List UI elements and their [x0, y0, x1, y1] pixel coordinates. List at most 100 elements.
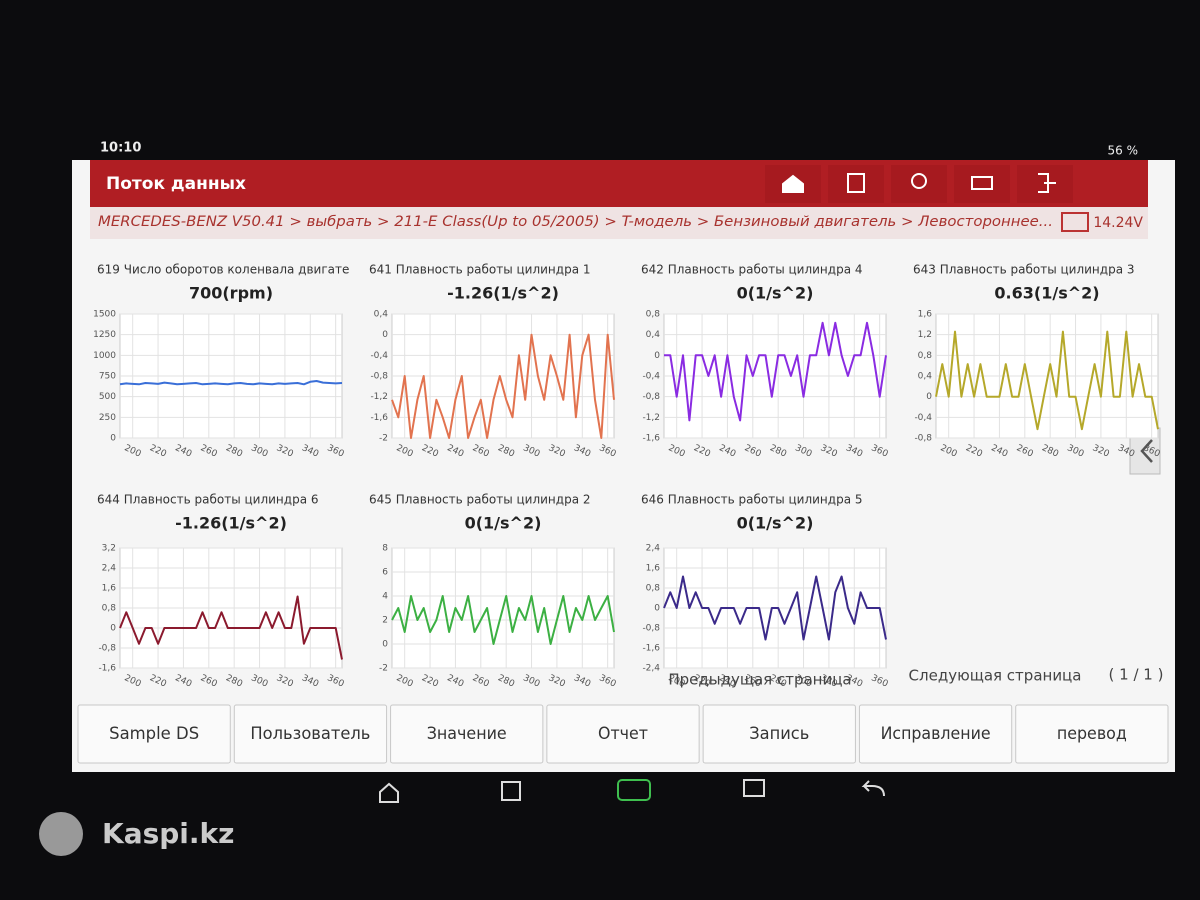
y-tick-label: -2,4 — [642, 664, 660, 674]
nav-recent[interactable] — [501, 781, 521, 801]
chart-title: 646 Плавность работы цилиндра 5 — [641, 493, 863, 507]
data-line — [935, 330, 1159, 431]
y-tick-label: 2,4 — [102, 564, 117, 574]
battery-icon — [1061, 212, 1089, 232]
nav-vci[interactable] — [617, 779, 651, 801]
chart-value: 700(rpm) — [189, 284, 273, 303]
data-line — [391, 333, 615, 439]
page-indicator: ( 1 / 1 ) — [1109, 666, 1164, 684]
y-tick-label: -0,8 — [98, 644, 116, 654]
toolbar-button-label: Отчет — [598, 724, 648, 744]
y-tick-label: -0,4 — [914, 413, 932, 423]
status-battery: 56 % — [1108, 144, 1139, 158]
breadcrumb: MERCEDES-BENZ V50.41 > выбрать > 211-E C… — [98, 214, 1053, 230]
y-tick-label: 0,8 — [646, 584, 661, 594]
home-icon — [782, 174, 804, 193]
nav-home[interactable] — [379, 782, 399, 803]
y-tick-label: 1,6 — [918, 310, 933, 320]
y-tick-label: -0,8 — [642, 392, 660, 402]
y-tick-label: 0 — [110, 434, 116, 444]
next-page[interactable]: Следующая страница — [909, 667, 1082, 685]
data-line — [391, 595, 615, 645]
app-area — [72, 160, 1175, 772]
chart-title: 644 Плавность работы цилиндра 6 — [97, 493, 319, 507]
y-tick-label: -2 — [379, 664, 388, 674]
exit-icon — [1038, 173, 1056, 193]
header-title: Поток данных — [106, 174, 246, 194]
y-tick-label: 2 — [382, 616, 388, 626]
toolbar-button-label: Пользователь — [250, 724, 370, 744]
chart-title: 645 Плавность работы цилиндра 2 — [369, 493, 591, 507]
toolbar-button[interactable] — [390, 704, 544, 764]
y-tick-label: 1000 — [93, 351, 116, 361]
chart-title: 619 Число оборотов коленвала двигате — [97, 263, 349, 277]
status-time: 10:10 — [100, 141, 141, 156]
chart-value: 0.63(1/s^2) — [994, 284, 1099, 303]
chart-value: -1.26(1/s^2) — [447, 284, 559, 303]
toolbar-button[interactable] — [546, 704, 700, 764]
side-arrow — [1140, 439, 1153, 463]
edit-icon — [847, 173, 865, 193]
y-tick-label: 0,4 — [374, 310, 389, 320]
y-tick-label: -0,8 — [642, 624, 660, 634]
breadcrumb-bar — [90, 207, 1148, 239]
toolbar-button[interactable] — [858, 704, 1013, 764]
toolbar-button-label: перевод — [1057, 724, 1127, 744]
y-tick-label: 0 — [110, 624, 116, 634]
y-tick-label: -1,2 — [370, 392, 388, 402]
chart-value: 0(1/s^2) — [737, 284, 814, 303]
y-tick-label: 0 — [382, 330, 388, 340]
header-icons — [765, 165, 1073, 203]
y-tick-label: 0 — [654, 351, 660, 361]
y-tick-label: -0,8 — [370, 372, 388, 382]
y-tick-label: 0 — [654, 604, 660, 614]
data-line — [119, 595, 343, 660]
y-tick-label: 1,6 — [102, 584, 117, 594]
toolbar-button[interactable] — [233, 704, 388, 764]
toolbar-button[interactable] — [702, 704, 856, 764]
toolbar-button[interactable] — [77, 704, 231, 764]
chart-value: -1.26(1/s^2) — [175, 514, 287, 533]
y-tick-label: 0,8 — [646, 310, 661, 320]
print-button[interactable] — [954, 165, 1010, 203]
edit-button[interactable] — [828, 165, 884, 203]
toolbar-button-label: Запись — [749, 724, 809, 744]
y-tick-label: -1,6 — [98, 664, 116, 674]
y-tick-label: 4 — [382, 592, 388, 602]
data-line — [664, 321, 887, 422]
chart-title: 641 Плавность работы цилиндра 1 — [369, 263, 591, 277]
y-tick-label: -0,4 — [370, 351, 388, 361]
help-button[interactable] — [891, 165, 947, 203]
y-tick-label: 1250 — [93, 330, 116, 340]
chart-value: 0(1/s^2) — [465, 514, 542, 533]
help-icon — [911, 173, 927, 189]
nav-bar — [379, 779, 885, 803]
chart-title: 643 Плавность работы цилиндра 3 — [913, 263, 1135, 277]
chart-value: 0(1/s^2) — [737, 514, 814, 533]
y-tick-label: -0,8 — [914, 434, 932, 444]
previous-page[interactable]: Предыдущая страница — [668, 671, 851, 689]
nav-gallery[interactable] — [743, 779, 765, 797]
toolbar-button-label: Значение — [427, 724, 507, 744]
y-tick-label: -1,6 — [642, 434, 660, 444]
chart-title: 642 Плавность работы цилиндра 4 — [641, 263, 863, 277]
y-tick-label: 0,4 — [918, 372, 933, 382]
toolbar-button[interactable] — [1015, 704, 1169, 764]
y-tick-label: -2 — [379, 434, 388, 444]
toolbar-button-label: Исправление — [881, 724, 991, 744]
watermark: Kaspi.kz — [102, 817, 234, 850]
y-tick-label: 0 — [382, 640, 388, 650]
y-tick-label: 250 — [99, 413, 116, 423]
nav-back[interactable] — [861, 780, 885, 797]
voltage: 14.24V — [1093, 215, 1143, 231]
y-tick-label: 750 — [99, 372, 116, 382]
data-line — [663, 575, 887, 641]
data-line — [119, 380, 343, 386]
y-tick-label: 0 — [926, 392, 932, 402]
y-tick-label: -1,6 — [370, 413, 388, 423]
y-tick-label: -0,4 — [642, 372, 660, 382]
y-tick-label: 8 — [382, 544, 388, 554]
y-tick-label: 0,8 — [918, 351, 933, 361]
